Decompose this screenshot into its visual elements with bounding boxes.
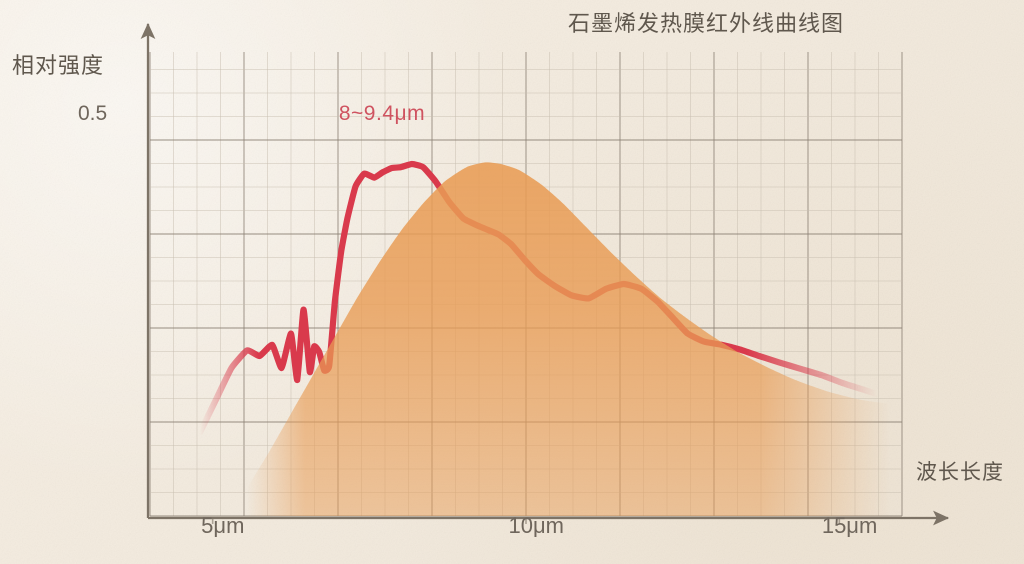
x-axis-tick-label-10um: 10μm xyxy=(508,513,564,538)
x-axis-tick-label-5um: 5μm xyxy=(201,513,245,538)
x-axis-title: 波长长度 xyxy=(916,461,1004,484)
blackbody-envelope-area xyxy=(247,162,890,516)
plot-axes xyxy=(140,22,950,526)
peak-band-annotation: 8~9.4μm xyxy=(338,102,426,125)
y-axis-title: 相对强度 xyxy=(12,53,105,78)
x-axis-ticks xyxy=(211,518,841,524)
x-axis-tick-label-15um: 15μm xyxy=(821,513,878,538)
y-axis-tick-label: 0.5 xyxy=(78,102,108,125)
chart-title: 石墨烯发热膜红外线曲线图 xyxy=(568,11,845,36)
